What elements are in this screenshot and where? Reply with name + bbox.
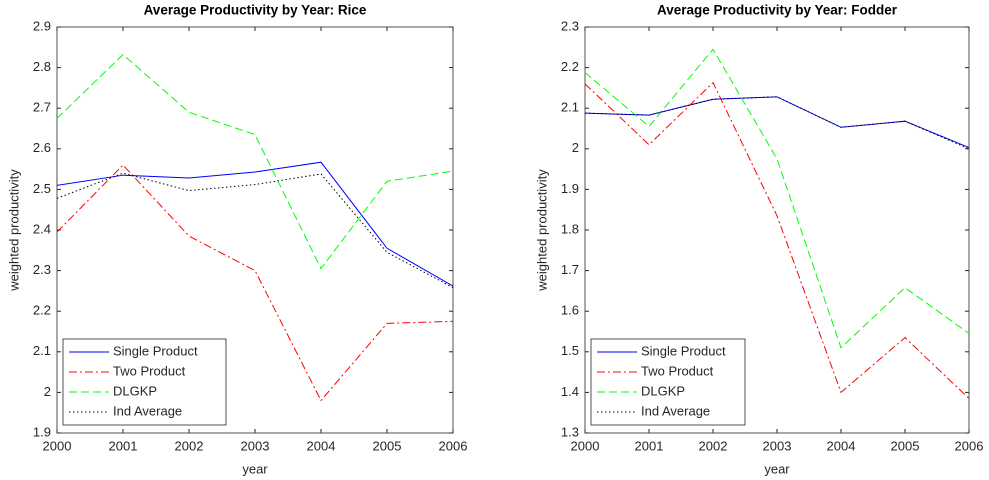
y-tick-label: 1.9 bbox=[561, 181, 579, 196]
y-tick-label: 1.9 bbox=[33, 424, 51, 439]
legend-label: DLGKP bbox=[641, 383, 685, 398]
legend-label: Two Product bbox=[113, 363, 186, 378]
legend-box bbox=[590, 338, 746, 426]
x-tick-label: 2005 bbox=[891, 438, 920, 453]
y-tick-label: 2.6 bbox=[33, 140, 51, 155]
y-axis-label: weighted productivity bbox=[534, 169, 549, 292]
y-tick-label: 2.2 bbox=[33, 303, 51, 318]
x-tick-label: 2004 bbox=[307, 438, 336, 453]
y-tick-label: 2.3 bbox=[33, 262, 51, 277]
y-tick-label: 1.8 bbox=[561, 221, 579, 236]
y-tick-label: 2.8 bbox=[33, 59, 51, 74]
y-axis-label: weighted productivity bbox=[6, 169, 21, 292]
y-tick-label: 2.3 bbox=[561, 18, 579, 33]
y-tick-label: 2 bbox=[44, 384, 51, 399]
y-tick-label: 2 bbox=[572, 140, 579, 155]
x-tick-label: 2003 bbox=[763, 438, 792, 453]
legend-label: Single Product bbox=[113, 343, 198, 358]
x-tick-label: 2002 bbox=[175, 438, 204, 453]
legend-label: Two Product bbox=[641, 363, 714, 378]
legend-label: Ind Average bbox=[113, 403, 182, 418]
x-tick-label: 2000 bbox=[43, 438, 72, 453]
x-tick-label: 2001 bbox=[635, 438, 664, 453]
line-series bbox=[56, 53, 454, 270]
legend-label: Ind Average bbox=[641, 403, 710, 418]
x-tick-label: 2000 bbox=[571, 438, 600, 453]
line-series bbox=[56, 172, 454, 289]
y-tick-label: 1.3 bbox=[561, 424, 579, 439]
x-axis-label: year bbox=[764, 461, 790, 476]
line-series bbox=[56, 164, 454, 402]
x-axis-label: year bbox=[242, 461, 268, 476]
y-tick-label: 2.1 bbox=[561, 100, 579, 115]
x-tick-label: 2006 bbox=[955, 438, 984, 453]
line-series bbox=[56, 161, 454, 287]
line-series bbox=[584, 81, 970, 399]
legend-box bbox=[62, 338, 227, 426]
legend-label: DLGKP bbox=[113, 383, 157, 398]
y-tick-label: 1.5 bbox=[561, 343, 579, 358]
x-tick-label: 2006 bbox=[439, 438, 468, 453]
legend-label: Single Product bbox=[641, 343, 726, 358]
x-tick-label: 2005 bbox=[373, 438, 402, 453]
x-tick-label: 2001 bbox=[109, 438, 138, 453]
y-tick-label: 2.2 bbox=[561, 59, 579, 74]
y-tick-label: 2.4 bbox=[33, 221, 51, 236]
chart-title: Average Productivity by Year: Fodder bbox=[657, 3, 898, 18]
y-tick-label: 1.7 bbox=[561, 262, 579, 277]
y-tick-label: 2.9 bbox=[33, 18, 51, 33]
y-tick-label: 1.6 bbox=[561, 303, 579, 318]
y-tick-label: 1.4 bbox=[561, 384, 579, 399]
chart-title: Average Productivity by Year: Rice bbox=[144, 3, 367, 18]
x-tick-label: 2002 bbox=[699, 438, 728, 453]
line-series bbox=[584, 96, 970, 150]
x-tick-label: 2004 bbox=[827, 438, 856, 453]
y-tick-label: 2.5 bbox=[33, 181, 51, 196]
y-tick-label: 2.7 bbox=[33, 100, 51, 115]
x-tick-label: 2003 bbox=[241, 438, 270, 453]
y-tick-label: 2.1 bbox=[33, 343, 51, 358]
